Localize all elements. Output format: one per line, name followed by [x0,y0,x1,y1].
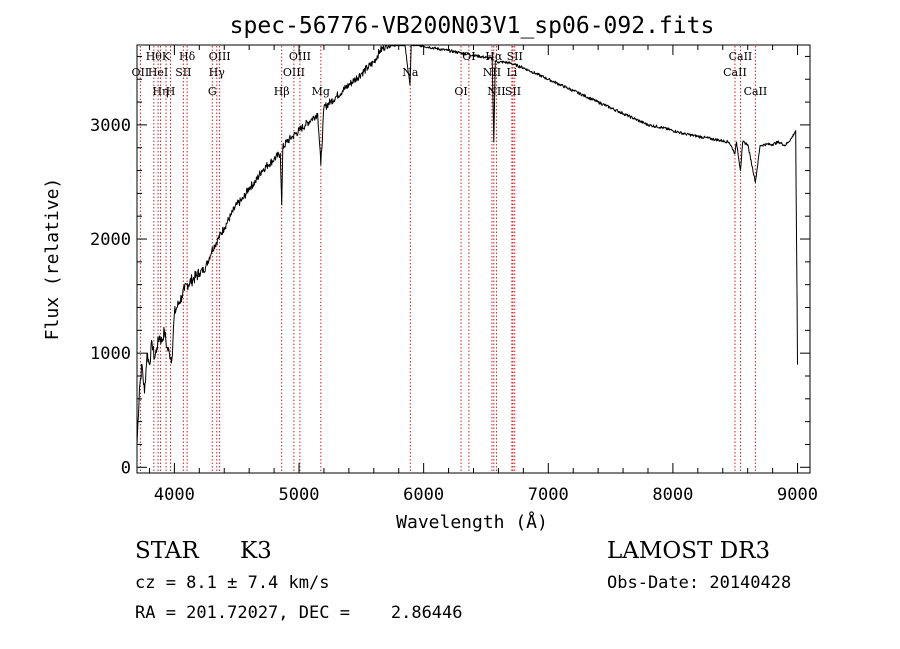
spectral-line-label: CaII [723,66,747,79]
spectral-line-label: Hβ [274,85,290,98]
spectral-line-label: SII [507,50,523,63]
spectral-line-label: OIII [209,50,231,63]
x-tick-label: 9000 [777,485,818,505]
y-tick-label: 2000 [90,230,131,250]
x-tick-label: 8000 [652,485,693,505]
spectral-line-label: Hα [485,50,503,63]
ra-dec-coordinates: RA = 201.72027, DEC = 2.86446 [135,603,463,623]
spectral-line-label: HeI [148,66,168,79]
x-tick-label: 5000 [279,485,320,505]
spectral-line-label: OII [132,66,150,79]
chart-title: spec-56776-VB200N03V1_sp06-092.fits [230,13,715,39]
spectral-subclass: K3 [240,538,272,564]
redshift-cz: cz = 8.1 ± 7.4 km/s [135,573,330,593]
spectral-line-label: Na [402,66,419,79]
spectral-line-label: Mg [312,85,330,98]
spectrum-line [136,45,798,445]
spectral-line-label: CaII [744,85,768,98]
spectral-line-label: SII [175,66,191,79]
spectral-line-label: OI [454,85,467,98]
spectral-line-label: OI [462,50,475,63]
spectral-line-label: G [208,85,217,98]
spectral-line-label: Hθ [146,50,163,63]
x-tick-label: 7000 [528,485,569,505]
y-axis-label: Flux (relative) [42,178,63,341]
spectral-line-label: OIII [289,50,311,63]
y-tick-label: 1000 [90,344,131,364]
survey-name: LAMOST DR3 [607,538,771,564]
spectral-line-label: NII [487,85,505,98]
spectral-line-label: Hδ [179,50,196,63]
spectral-line-label: H [166,85,176,98]
x-tick-label: 6000 [403,485,444,505]
observation-date: Obs-Date: 20140428 [607,573,792,593]
spectral-line-label: OIII [283,66,305,79]
x-axis-label: Wavelength (Å) [396,511,548,533]
spectral-line-label: CaII [729,50,753,63]
plot-frame [136,44,811,474]
spectral-line-label: Hη [152,85,168,98]
spectral-line-label: Hγ [209,66,226,79]
y-tick-label: 0 [121,458,131,478]
y-tick-label: 3000 [90,116,131,136]
spectral-line-label: NII [483,66,501,79]
spectral-line-label: K [162,50,171,63]
object-type: STAR [135,538,199,564]
spectral-line-label: SII [505,85,521,98]
spectral-line-label: Li [506,66,517,79]
x-tick-label: 4000 [154,485,195,505]
